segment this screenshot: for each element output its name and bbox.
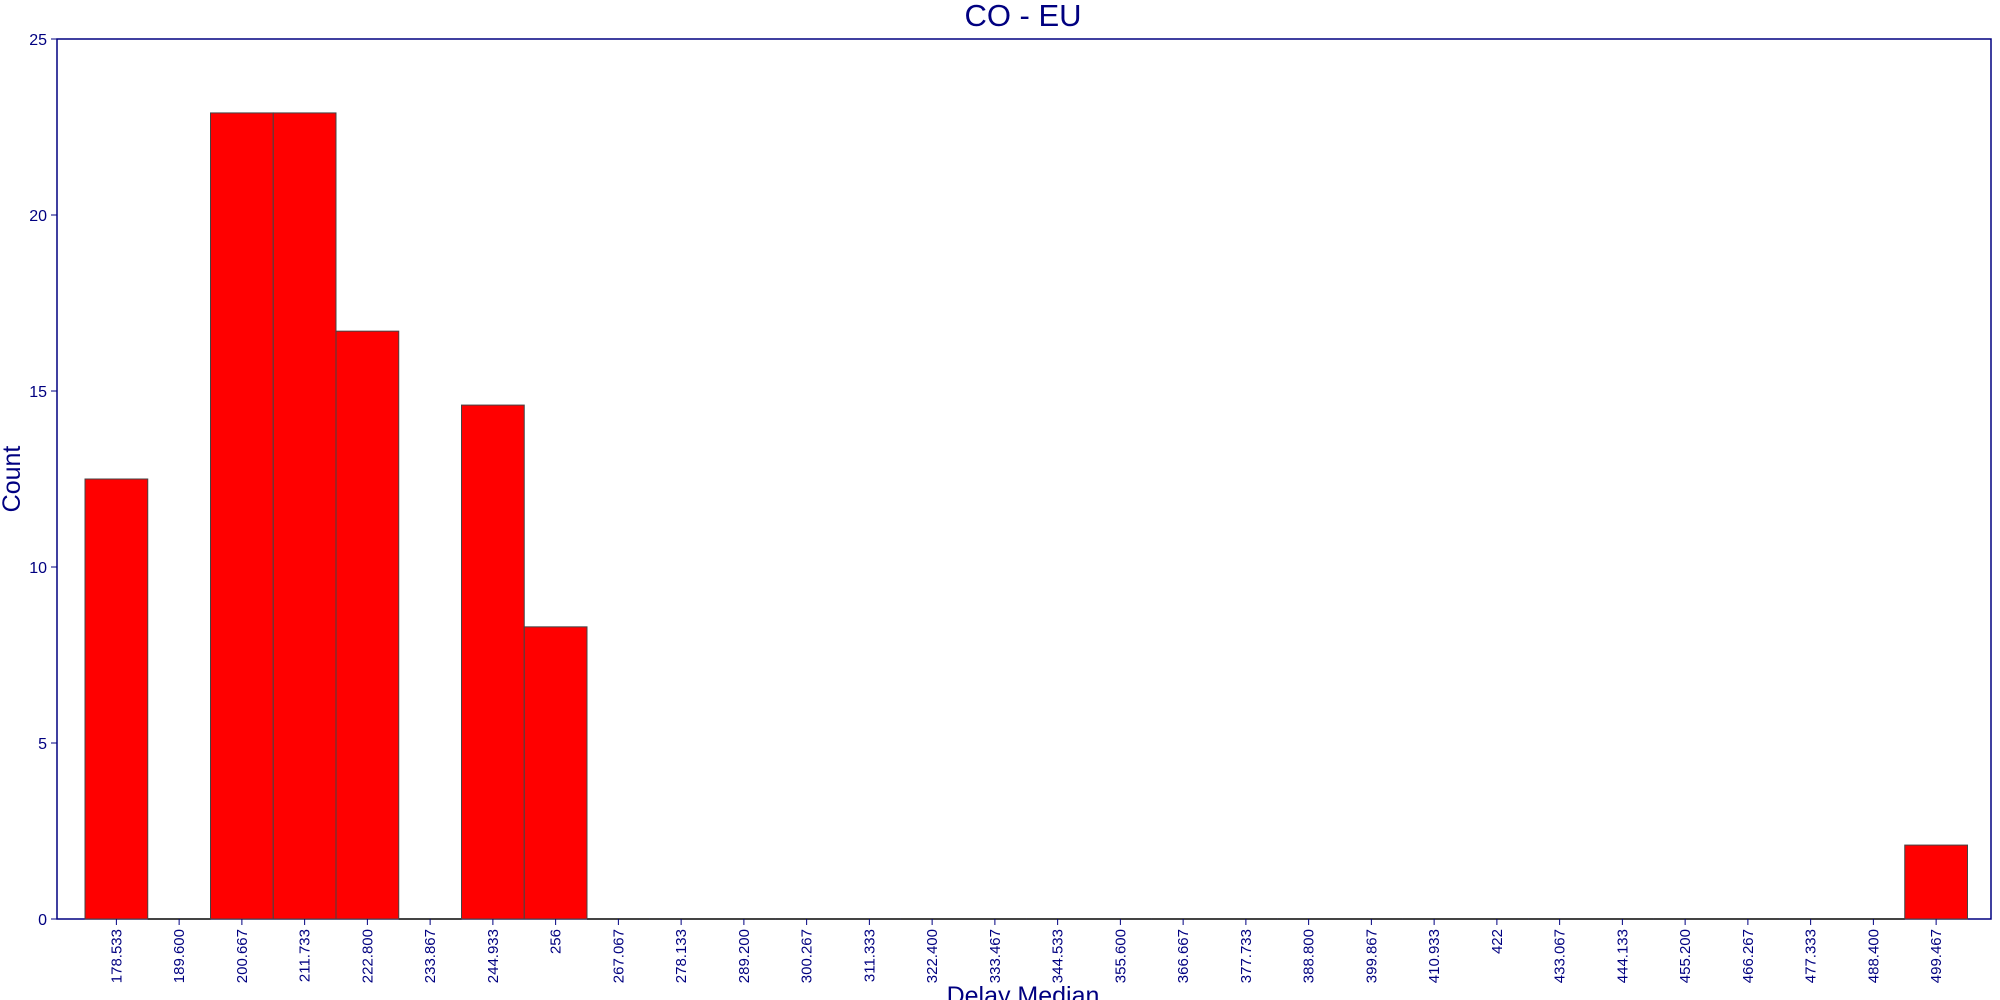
y-tick-label: 20 <box>29 208 47 225</box>
x-tick-label: 256 <box>548 929 565 954</box>
x-tick-label: 499.467 <box>1928 929 1945 983</box>
histogram-bar <box>1904 844 1968 920</box>
x-tick-label: 267.067 <box>610 929 627 983</box>
x-tick-label: 410.933 <box>1426 929 1443 983</box>
x-tick-label: 322.400 <box>924 929 941 983</box>
x-tick-label: 466.267 <box>1740 929 1757 983</box>
x-tick-label: 300.267 <box>799 929 816 983</box>
x-tick-label: 455.200 <box>1677 929 1694 983</box>
x-tick-label: 377.733 <box>1238 929 1255 983</box>
x-tick-label: 433.067 <box>1552 929 1569 983</box>
x-tick-label: 477.333 <box>1803 929 1820 983</box>
x-tick-label: 222.800 <box>359 929 376 983</box>
x-tick-label: 399.867 <box>1363 929 1380 983</box>
histogram-bar <box>84 478 149 920</box>
x-tick-label: 344.533 <box>1050 929 1067 983</box>
x-tick-label: 233.867 <box>422 929 439 983</box>
x-tick-label: 278.133 <box>673 929 690 983</box>
x-tick-label: 200.667 <box>234 929 251 983</box>
x-tick-label: 289.200 <box>736 929 753 983</box>
histogram-bar <box>335 330 400 920</box>
histogram-bar <box>523 626 588 920</box>
y-tick-label: 0 <box>38 912 47 929</box>
x-tick-label: 422 <box>1489 929 1506 954</box>
x-tick-label: 388.800 <box>1301 929 1318 983</box>
x-tick-label: 211.733 <box>297 929 314 982</box>
bars-group <box>84 112 1968 920</box>
x-tick-label: 178.533 <box>108 929 125 983</box>
y-tick-label: 5 <box>38 736 47 753</box>
x-tick-label: 366.667 <box>1175 929 1192 983</box>
x-tick-label: 311.333 <box>861 929 878 982</box>
x-axis-label: Delay Median <box>947 982 1100 1000</box>
x-tick-label: 333.467 <box>987 929 1004 983</box>
x-tick-label: 189.600 <box>171 929 188 983</box>
x-tick-label: 244.933 <box>485 929 502 983</box>
histogram-bar <box>461 404 525 920</box>
x-tick-label: 488.400 <box>1865 929 1882 983</box>
histogram-bar <box>272 112 337 920</box>
x-tick-label: 355.600 <box>1112 929 1129 983</box>
x-axis-ticks: 178.533 189.600 200.667 211.733 222.800 233.8… <box>108 919 1945 983</box>
y-tick-label: 10 <box>29 560 47 577</box>
y-axis-label: Count <box>0 446 26 513</box>
x-tick-label: 444.133 <box>1614 929 1631 983</box>
chart-title: CO - EU <box>964 0 1081 33</box>
y-tick-label: 15 <box>29 384 47 401</box>
histogram-bar <box>210 112 274 920</box>
y-tick-label: 25 <box>29 32 47 49</box>
y-axis-ticks: 0 5 10 15 20 25 <box>29 32 57 929</box>
